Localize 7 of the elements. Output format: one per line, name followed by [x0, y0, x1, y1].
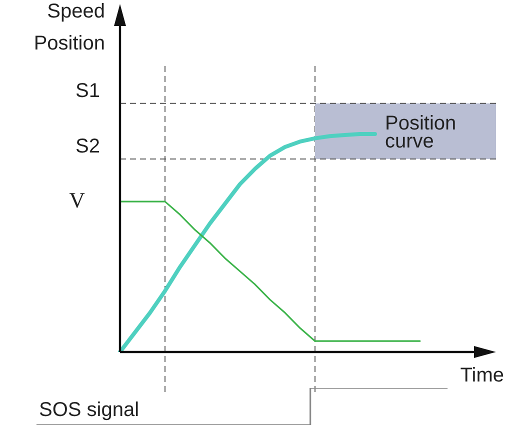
ref-line-label: S1 [76, 80, 100, 102]
y-axis-title: Speed Position [34, 0, 105, 55]
text: V [69, 187, 86, 212]
annotation: SOS signal [39, 399, 140, 422]
ref-line-label: S2 [76, 136, 100, 158]
series-label: Position curve [385, 112, 456, 152]
x-axis-title: Time [460, 364, 504, 387]
